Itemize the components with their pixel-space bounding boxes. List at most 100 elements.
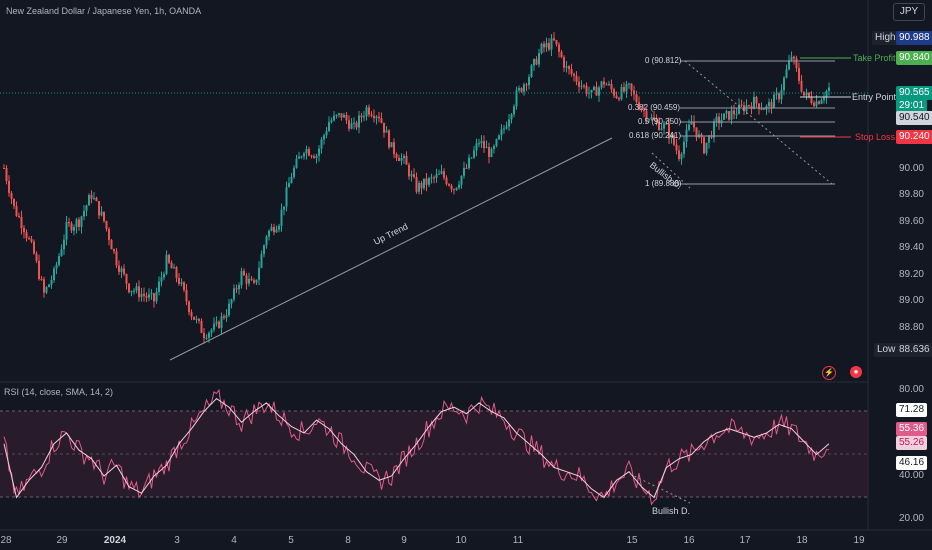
candle-body xyxy=(793,56,795,59)
candle-body xyxy=(813,102,815,107)
candle-body xyxy=(480,141,483,144)
candle-body xyxy=(458,184,460,188)
candle-body xyxy=(768,102,770,107)
candle-body xyxy=(798,68,800,81)
entry-point-label[interactable]: Entry Point xyxy=(852,92,897,102)
candle-body xyxy=(98,201,100,216)
candle-body xyxy=(93,197,95,199)
candle-body xyxy=(385,130,388,133)
candle-body xyxy=(340,113,343,118)
candle-body xyxy=(500,129,503,136)
candle-body xyxy=(23,228,25,233)
candle-body xyxy=(653,117,655,120)
candle-body xyxy=(508,119,510,127)
candle-body xyxy=(8,180,10,193)
rsi-lines-group xyxy=(3,388,830,506)
candle-body xyxy=(575,75,578,82)
candle-body xyxy=(183,282,185,290)
candle-body xyxy=(180,282,183,284)
rsi-line xyxy=(3,388,829,506)
take-profit-label[interactable]: Take Profit xyxy=(853,53,896,63)
candle-body xyxy=(170,262,173,269)
candle-body xyxy=(678,150,680,160)
stop-loss-label[interactable]: Stop Loss xyxy=(855,132,896,142)
currency-button[interactable]: JPY xyxy=(893,3,925,21)
candle-body xyxy=(510,114,513,120)
time-tick: 17 xyxy=(739,535,751,546)
up-trend-line[interactable] xyxy=(169,137,613,361)
time-tick: 19 xyxy=(853,535,865,546)
take-profit-tag: 90.840 xyxy=(896,51,932,65)
candle-body xyxy=(198,318,200,321)
time-tick: 8 xyxy=(345,535,351,546)
candle-body xyxy=(715,116,718,122)
candle-body xyxy=(530,65,533,77)
candle-body xyxy=(225,315,228,318)
candle-body xyxy=(643,110,645,112)
candle-body xyxy=(755,96,758,104)
candle-body xyxy=(363,116,365,118)
candle-body xyxy=(540,43,543,54)
rsi-upper-tag: 71.28 xyxy=(896,403,928,417)
candle-body xyxy=(725,111,728,114)
candle-body xyxy=(618,98,620,100)
candle-body xyxy=(325,131,328,136)
candle-body xyxy=(788,60,790,70)
candle-body xyxy=(213,323,215,330)
flag-event-icon[interactable]: ● xyxy=(850,366,862,378)
candle-body xyxy=(600,81,603,88)
candle-body xyxy=(328,122,330,132)
time-tick: 15 xyxy=(626,535,638,546)
candles-group xyxy=(3,32,830,344)
candle-body xyxy=(825,90,828,98)
candle-body xyxy=(193,316,195,320)
candle-body xyxy=(85,205,88,211)
time-tick: 3 xyxy=(174,535,180,546)
candle-body xyxy=(195,318,198,320)
candle-body xyxy=(808,92,810,97)
candle-body xyxy=(58,256,60,265)
time-tick: 18 xyxy=(796,535,808,546)
candle-body xyxy=(103,211,105,222)
candle-body xyxy=(165,254,168,275)
candle-body xyxy=(83,210,85,217)
candle-body xyxy=(185,289,188,302)
candle-body xyxy=(453,189,455,191)
rsi-bullish-d-label[interactable]: Bullish D. xyxy=(652,506,691,516)
candle-body xyxy=(348,120,350,129)
bullish-d-line[interactable] xyxy=(651,152,691,189)
candle-body xyxy=(130,290,133,293)
candle-body xyxy=(135,286,138,291)
candle-body xyxy=(638,102,640,110)
rsi-bullish-d-line[interactable] xyxy=(629,473,691,504)
candle-body xyxy=(663,124,665,129)
candle-body xyxy=(73,227,75,231)
candle-body xyxy=(358,115,360,128)
candle-body xyxy=(778,93,780,100)
rsi-title[interactable]: RSI (14, close, SMA, 14, 2) xyxy=(4,387,114,397)
candle-body xyxy=(65,222,68,240)
candle-body xyxy=(578,81,580,87)
candle-body xyxy=(303,153,305,157)
candle-body xyxy=(378,116,380,119)
candle-body xyxy=(243,271,245,276)
candle-body xyxy=(723,113,725,120)
candle-body xyxy=(495,139,498,147)
candle-body xyxy=(383,122,385,133)
candle-body xyxy=(70,223,73,231)
candle-body xyxy=(460,175,463,185)
candle-body xyxy=(110,240,113,250)
candle-body xyxy=(48,284,50,288)
candle-body xyxy=(228,303,230,316)
candle-body xyxy=(443,171,445,178)
candle-body xyxy=(520,88,523,92)
candle-body xyxy=(695,127,698,138)
lightning-icon[interactable]: ⚡ xyxy=(822,366,836,380)
candle-body xyxy=(538,53,540,65)
candle-body xyxy=(550,38,553,50)
high-value-tag: 90.988 xyxy=(896,31,932,45)
candle-body xyxy=(560,51,563,58)
time-tick: 4 xyxy=(231,535,237,546)
candle-body xyxy=(75,219,78,228)
